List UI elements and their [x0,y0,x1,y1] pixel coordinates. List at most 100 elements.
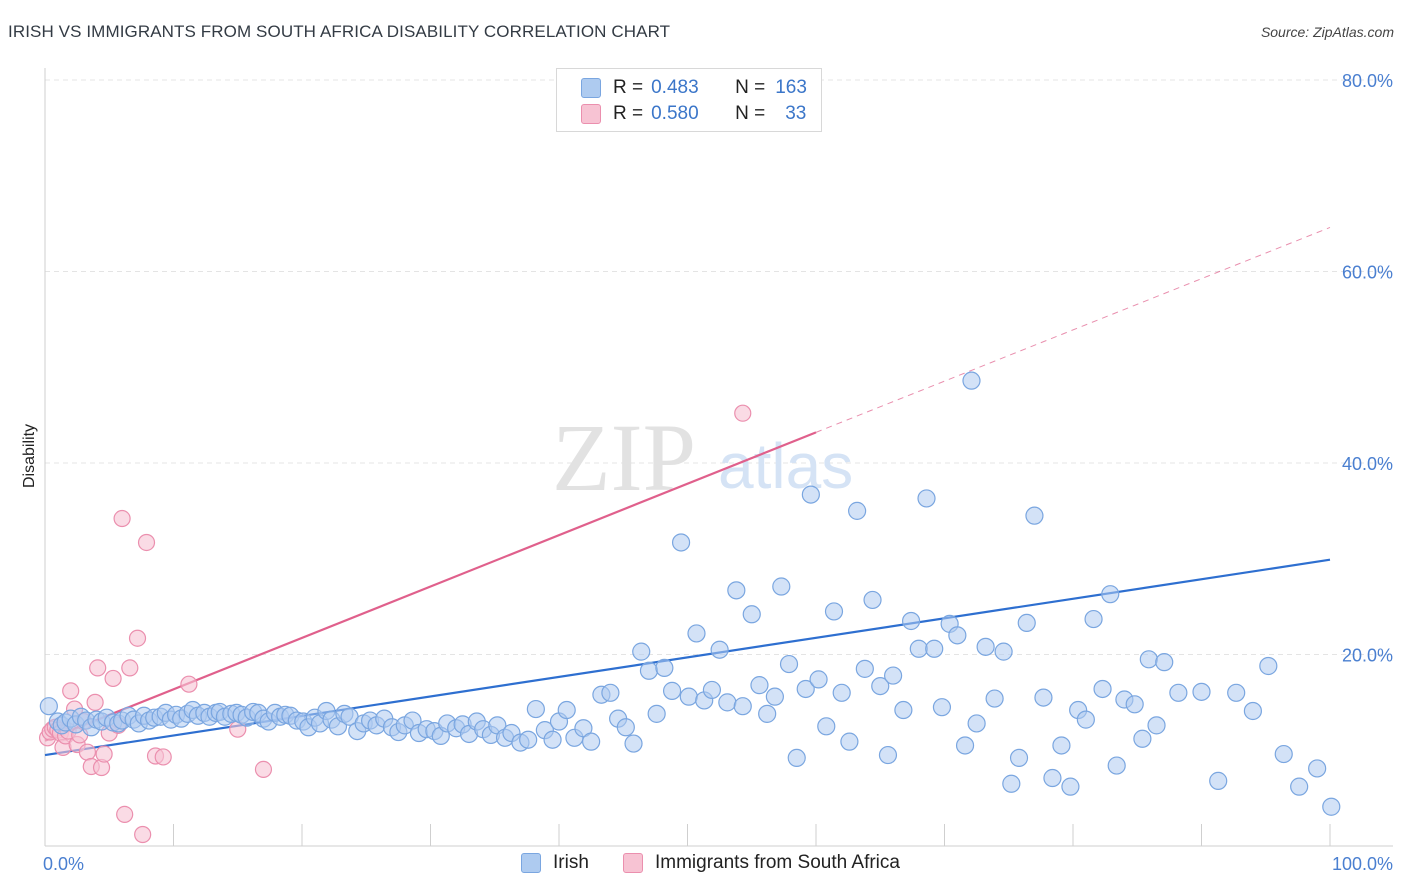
source-attribution: Source: ZipAtlas.com [1260,24,1394,40]
y-tick-label-60: 60.0% [1342,263,1393,283]
irish-point-148 [1052,736,1071,755]
irish-swatch [581,78,601,98]
irish-point-115 [796,679,815,699]
sa-point-27 [134,825,152,844]
irish-point-80 [519,730,538,749]
irish-point-95 [639,661,659,680]
irish-point-107 [733,697,752,716]
legend-sa-swatch [623,853,643,873]
irish-point-94 [632,642,651,661]
axes [44,68,1393,847]
irish-point-129 [901,611,921,631]
irish-point-108 [742,605,761,624]
irish-point-127 [883,666,903,685]
irish-point-154 [1101,585,1120,604]
legend-item-south-africa: Immigrants from South Africa [623,852,900,874]
irish-point-92 [616,718,635,737]
irish-point-87 [574,719,593,738]
irish-point-123 [855,659,874,678]
irish-point-120 [832,683,851,702]
irish-point-170 [1308,759,1327,778]
x-tick-label-min: 0.0% [43,854,84,874]
sa-point-24 [116,805,134,824]
legend-row-south-africa: R = 0.580 N = 33 [581,102,806,126]
irish-point-126 [878,745,898,765]
sa-n-label: N = [735,103,766,124]
sa-point-31 [180,675,198,693]
irish-point-109 [750,676,769,695]
irish-point-164 [1209,771,1228,790]
sa-r-label: R = [613,103,644,124]
sa-trend-extension [815,226,1331,433]
irish-point-97 [655,658,674,678]
sa-point-30 [154,748,172,766]
irish-point-145 [1025,506,1044,525]
irish-point-158 [1133,729,1152,748]
irish-point-149 [1061,777,1080,796]
irish-point-147 [1043,768,1062,788]
series-legend: Irish Immigrants from South Africa [0,852,1406,878]
sa-point-33 [254,760,273,779]
y-tick-label-80: 80.0% [1342,71,1393,91]
legend-row-irish: R = 0.483 N = 163 [581,76,807,100]
x-tick-label-max: 100.0% [1332,854,1393,874]
gridlines [45,79,1393,655]
watermark-zip: ZIP [552,404,696,511]
irish-n-label: N = [735,77,766,98]
irish-point-138 [967,714,986,733]
sa-point-23 [113,509,131,528]
irish-point-130 [909,639,928,658]
irish-point-140 [985,689,1004,708]
irish-point-100 [679,687,698,706]
sa-r-value: 0.580 [651,103,699,124]
irish-point-90 [601,683,620,702]
irish-point-118 [817,717,836,736]
watermark: ZIP atlas [552,404,853,511]
legend-item-irish: Irish [521,852,589,874]
sa-point-25 [121,659,139,677]
irish-point-114 [787,748,806,768]
irish-point-105 [718,693,737,712]
chart-title: IRISH VS IMMIGRANTS FROM SOUTH AFRICA DI… [8,22,671,41]
irish-point-132 [925,639,944,658]
irish-point-169 [1290,777,1309,796]
irish-point-171 [1322,797,1341,816]
tick-labels: 20.0% 40.0% 60.0% 80.0% 0.0% 100.0% [43,71,1393,874]
irish-point-162 [1169,683,1188,702]
irish-point-98 [662,681,682,700]
irish-point-110 [758,704,777,723]
irish-point-167 [1259,656,1278,676]
irish-point-152 [1084,609,1103,629]
irish-point-119 [824,602,844,621]
points-irish [39,371,1341,816]
irish-point-104 [710,640,729,659]
irish-point-133 [932,698,952,717]
irish-point-142 [1002,774,1021,793]
legend-irish-label: Irish [553,852,589,873]
irish-point-160 [1147,716,1166,735]
irish-point-128 [894,700,913,720]
irish-point-117 [809,670,828,689]
irish-point-139 [976,637,995,656]
irish-point-166 [1243,701,1263,721]
irish-point-146 [1034,688,1053,707]
legend-irish-swatch [521,853,541,873]
irish-point-103 [702,680,722,700]
irish-point-81 [526,699,545,719]
irish-point-121 [840,732,859,751]
sa-trend-line [44,431,817,742]
sa-point-17 [89,659,107,677]
irish-point-124 [863,590,882,610]
y-axis-label: Disability [21,424,38,488]
watermark-atlas: atlas [718,430,853,502]
irish-point-106 [727,581,746,600]
sa-n-value: 33 [785,103,807,124]
y-tick-label-20: 20.0% [1342,646,1393,666]
legend-sa-label: Immigrants from South Africa [655,852,900,873]
irish-point-93 [624,734,643,753]
irish-point-122 [848,501,867,520]
irish-point-143 [1009,748,1029,768]
sa-point-9 [62,682,80,700]
sa-point-16 [86,693,104,711]
